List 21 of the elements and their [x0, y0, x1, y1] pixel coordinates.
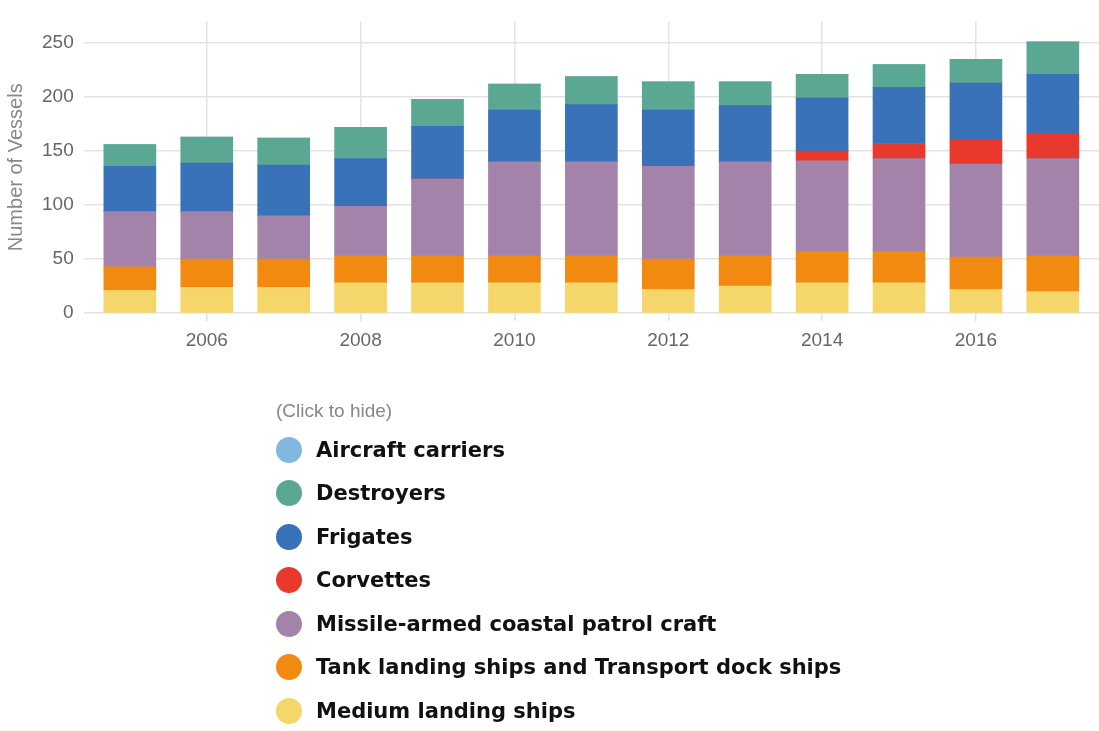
y-axis-title: Number of Vessels — [3, 83, 26, 252]
legend-label: Aircraft carriers — [316, 437, 505, 462]
legend-title: (Click to hide) — [276, 400, 394, 422]
y-tick-label: 200 — [42, 85, 74, 107]
y-tick-label: 100 — [42, 193, 74, 215]
y-tick-label: 50 — [52, 247, 74, 269]
legend-label: Corvettes — [316, 568, 431, 593]
legend-label: Destroyers — [316, 481, 446, 506]
legend-label: Tank landing ships and Transport dock ships — [316, 655, 842, 680]
y-tick-label: 150 — [42, 139, 74, 161]
x-tick-label: 2010 — [493, 328, 536, 350]
y-tick-label: 250 — [42, 31, 74, 53]
legend-label: Medium landing ships — [316, 698, 576, 723]
y-tick-label: 0 — [63, 301, 74, 323]
x-tick-label: 2008 — [339, 328, 382, 350]
x-tick-label: 2014 — [800, 328, 844, 350]
legend-label: Frigates — [316, 524, 413, 549]
legend-label: Missile-armed coastal patrol craft — [316, 611, 717, 636]
x-tick-label: 2016 — [954, 328, 998, 350]
x-tick-label: 2012 — [647, 328, 690, 350]
x-tick-label: 2006 — [185, 328, 228, 350]
